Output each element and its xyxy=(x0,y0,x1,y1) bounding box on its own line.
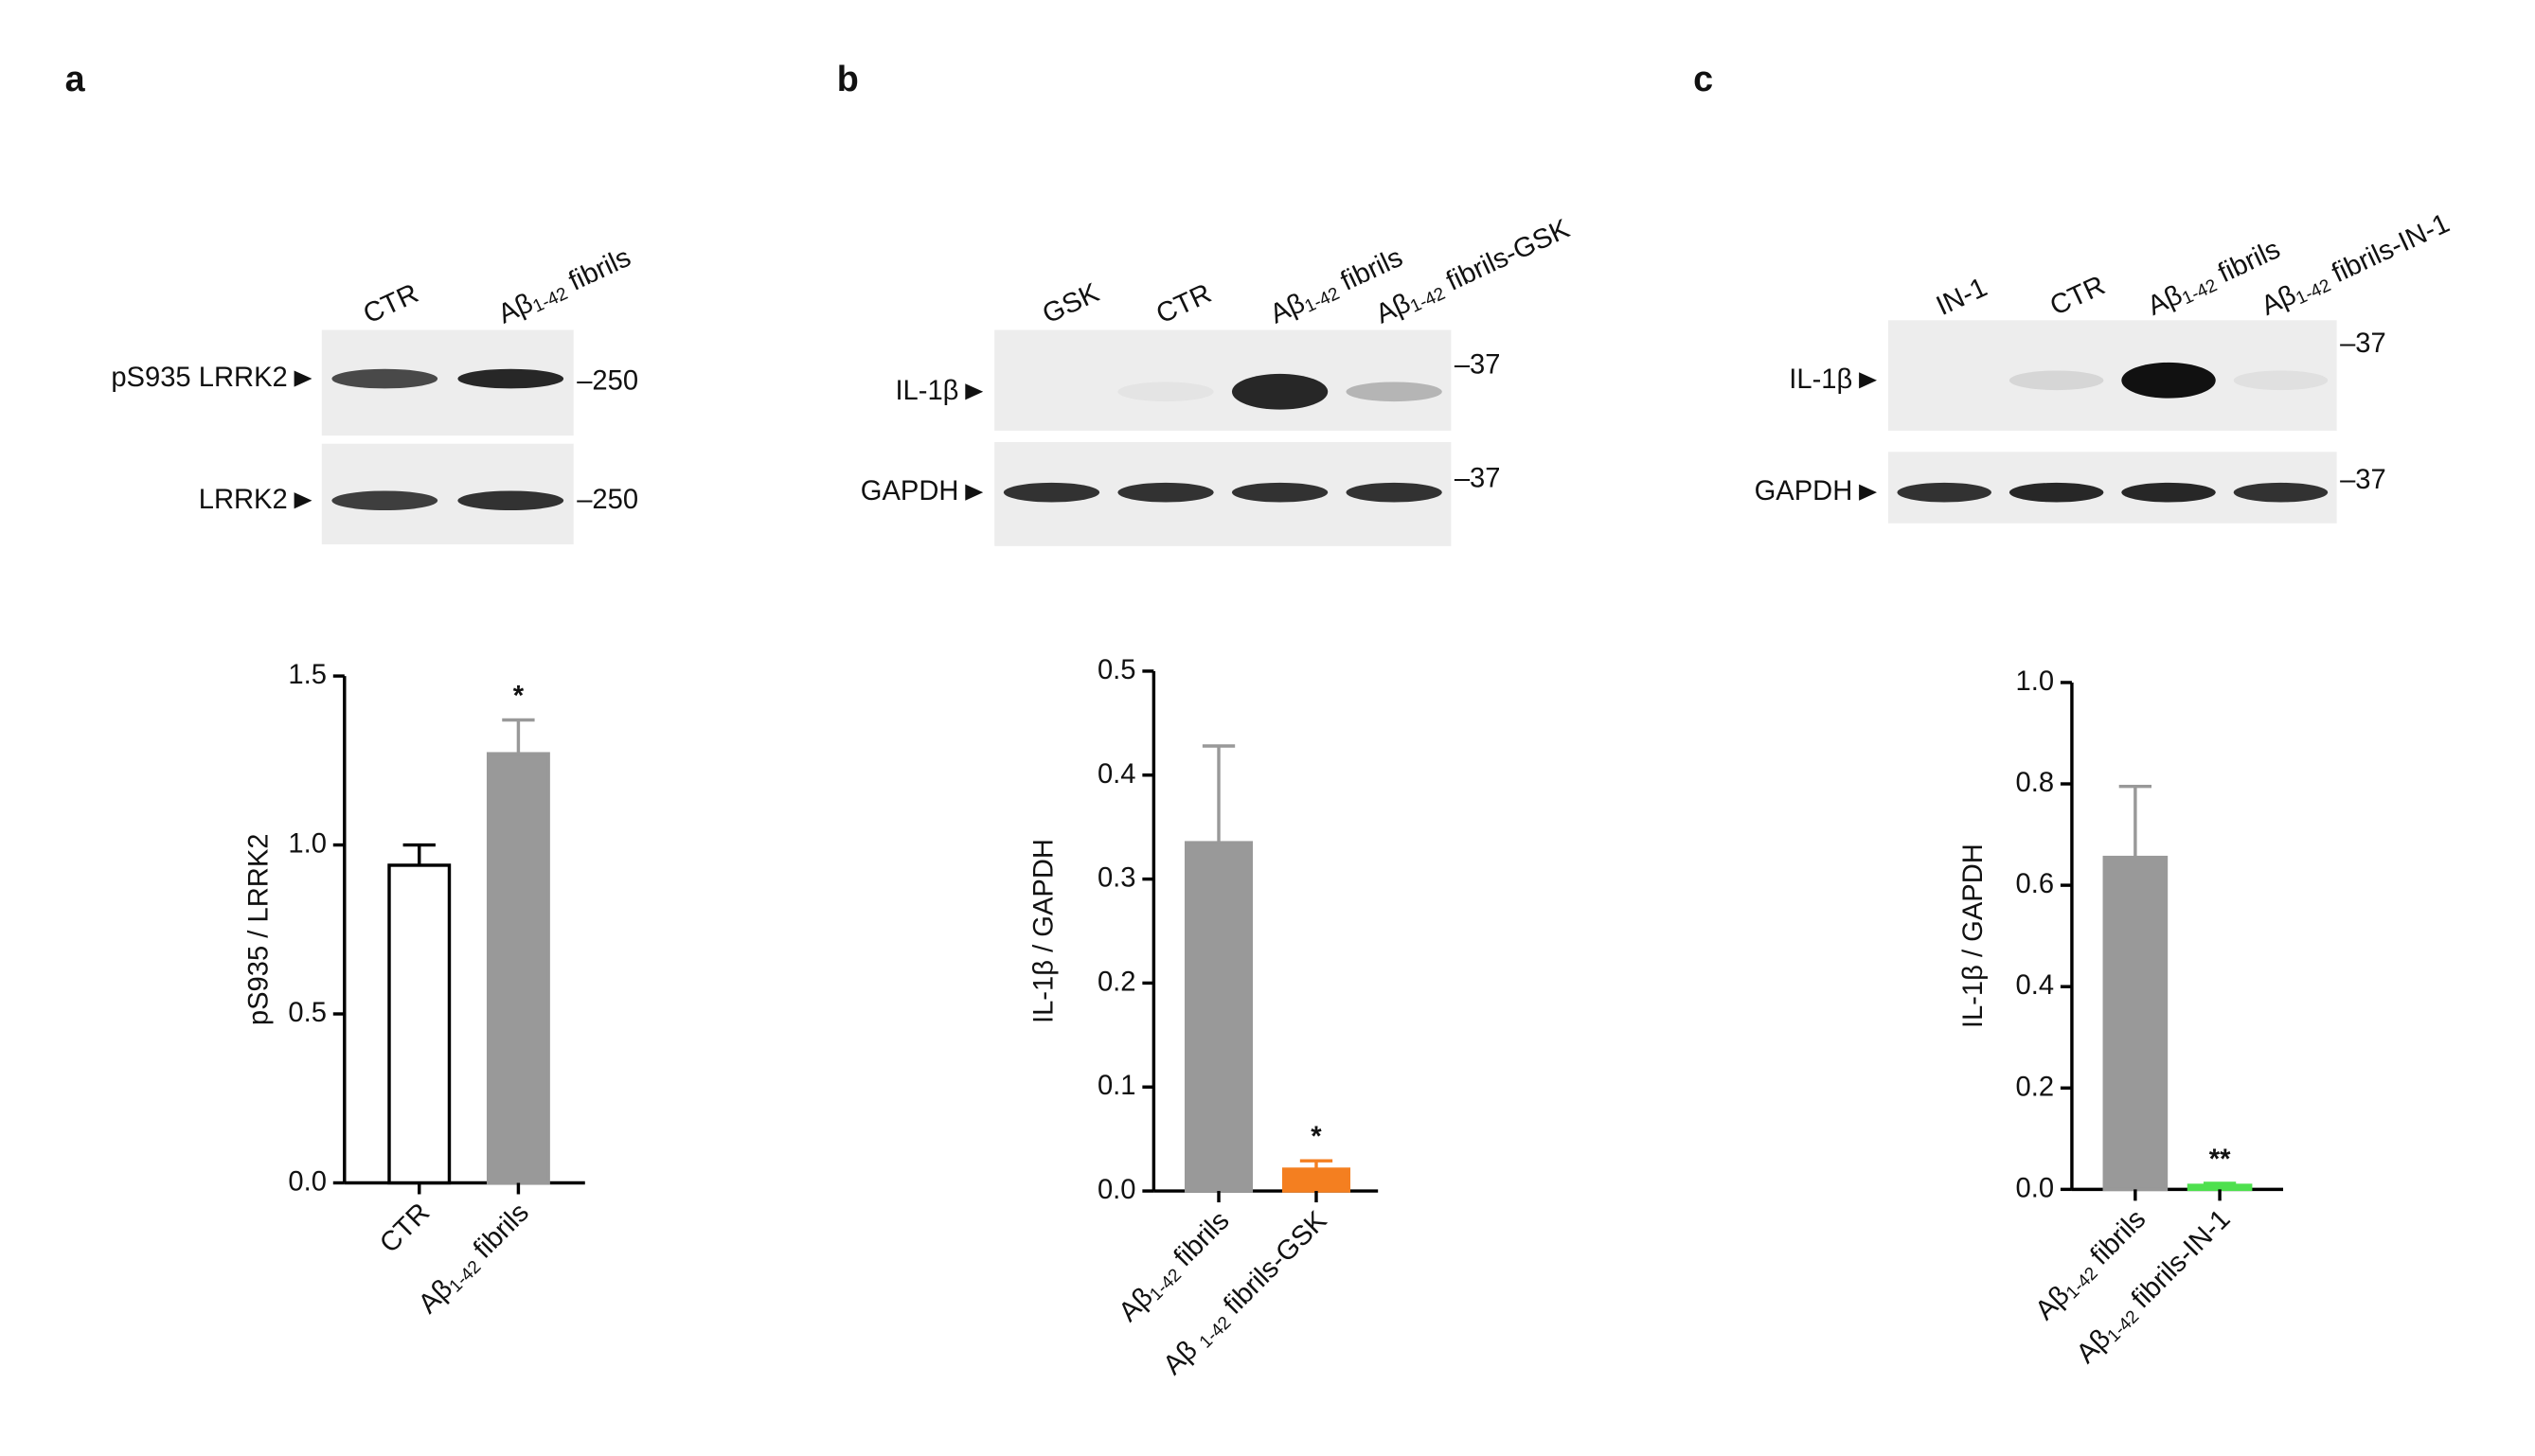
lane-label: CTR xyxy=(1151,278,1216,329)
lane-label: Aβ1-42 fibrils xyxy=(493,242,636,331)
blot-marker: –37 xyxy=(1455,463,1501,493)
lane-label: GSK xyxy=(1038,277,1104,329)
blot-band xyxy=(457,368,564,389)
blot-band xyxy=(1003,482,1100,503)
blot-band xyxy=(1117,482,1214,503)
lane-label: Aβ1-42 fibrils-GSK xyxy=(1371,213,1576,331)
blot-band xyxy=(2233,482,2329,503)
x-tick-label: Aβ1-42 fibrils-IN-1 xyxy=(2071,1204,2238,1371)
significance: * xyxy=(1311,1122,1322,1152)
bar xyxy=(2187,1183,2253,1192)
y-tick-label: 0.1 xyxy=(1098,1071,1136,1101)
y-tick-label: 0.0 xyxy=(1098,1175,1136,1205)
blot-band xyxy=(2008,482,2104,503)
lane-label: CTR xyxy=(359,278,423,329)
blot-band xyxy=(2121,482,2216,503)
y-tick-label: 0.2 xyxy=(1098,967,1136,997)
blot-band xyxy=(1231,482,1329,503)
y-tick-label: 0.0 xyxy=(2016,1173,2055,1203)
y-tick-label: 0.0 xyxy=(288,1166,327,1197)
blot-band xyxy=(1897,482,1991,503)
blot-band xyxy=(2121,362,2216,399)
lane-label: IN-1 xyxy=(1932,272,1991,321)
blot-band xyxy=(2008,370,2104,391)
blot-band xyxy=(1346,382,1442,402)
blot-marker: –37 xyxy=(2340,465,2386,495)
arrowhead xyxy=(965,383,984,400)
blot-strip xyxy=(1888,320,2337,431)
y-tick-label: 1.5 xyxy=(288,660,327,690)
arrowhead xyxy=(294,370,312,387)
blot-strip xyxy=(994,329,1452,431)
significance: * xyxy=(513,681,525,711)
y-tick-label: 0.3 xyxy=(1098,862,1136,893)
blot-band xyxy=(1117,382,1214,402)
panel-label: a xyxy=(65,59,86,98)
x-tick-label: Aβ 1-42 fibrils-GSK xyxy=(1157,1205,1334,1382)
bar xyxy=(387,863,452,1185)
blot-marker: –250 xyxy=(577,484,638,514)
blot-row-label: GAPDH xyxy=(1755,476,1853,506)
blot-marker: –250 xyxy=(577,365,638,396)
blot-row-label: pS935 LRRK2 xyxy=(111,363,287,393)
arrowhead xyxy=(1859,484,1878,501)
blot-band xyxy=(2233,370,2329,391)
blot-marker: –37 xyxy=(1455,349,1501,380)
blot-band xyxy=(331,490,438,511)
blot-row-label: GAPDH xyxy=(861,476,959,506)
arrowhead xyxy=(965,484,984,501)
x-tick-label: CTR xyxy=(374,1198,436,1259)
lane-label: CTR xyxy=(2045,270,2110,321)
panel-label: c xyxy=(1693,59,1713,98)
y-tick-label: 0.5 xyxy=(288,998,327,1028)
y-tick-label: 0.8 xyxy=(2016,768,2055,798)
blot-band xyxy=(457,490,564,511)
blot-marker: –37 xyxy=(2340,328,2386,359)
blot-band xyxy=(331,368,438,389)
blot-row-label: IL-1β xyxy=(895,375,958,405)
blot-band xyxy=(1231,373,1329,410)
y-axis-label: pS935 / LRRK2 xyxy=(243,833,274,1025)
blot-row-label: IL-1β xyxy=(1789,364,1852,394)
arrowhead xyxy=(294,492,312,509)
panel-label: b xyxy=(837,59,859,98)
significance: ** xyxy=(2209,1145,2231,1175)
bar xyxy=(1281,1167,1351,1193)
lane-label: Aβ1-42 fibrils-IN-1 xyxy=(2257,208,2455,324)
y-tick-label: 0.4 xyxy=(1098,758,1136,789)
blot-row-label: LRRK2 xyxy=(199,484,288,514)
bar xyxy=(2102,855,2169,1192)
y-axis-label: IL-1β / GAPDH xyxy=(1028,839,1059,1023)
arrowhead xyxy=(1859,372,1878,389)
blot-band xyxy=(1346,482,1442,503)
y-tick-label: 0.5 xyxy=(1098,655,1136,685)
y-tick-label: 1.0 xyxy=(2016,666,2055,697)
y-tick-label: 1.0 xyxy=(288,828,327,859)
y-tick-label: 0.6 xyxy=(2016,869,2055,899)
bar xyxy=(1184,841,1254,1193)
bar xyxy=(486,752,550,1185)
y-axis-label: IL-1β / GAPDH xyxy=(1958,843,1989,1028)
y-tick-label: 0.4 xyxy=(2016,970,2055,1001)
y-tick-label: 0.2 xyxy=(2016,1072,2055,1102)
